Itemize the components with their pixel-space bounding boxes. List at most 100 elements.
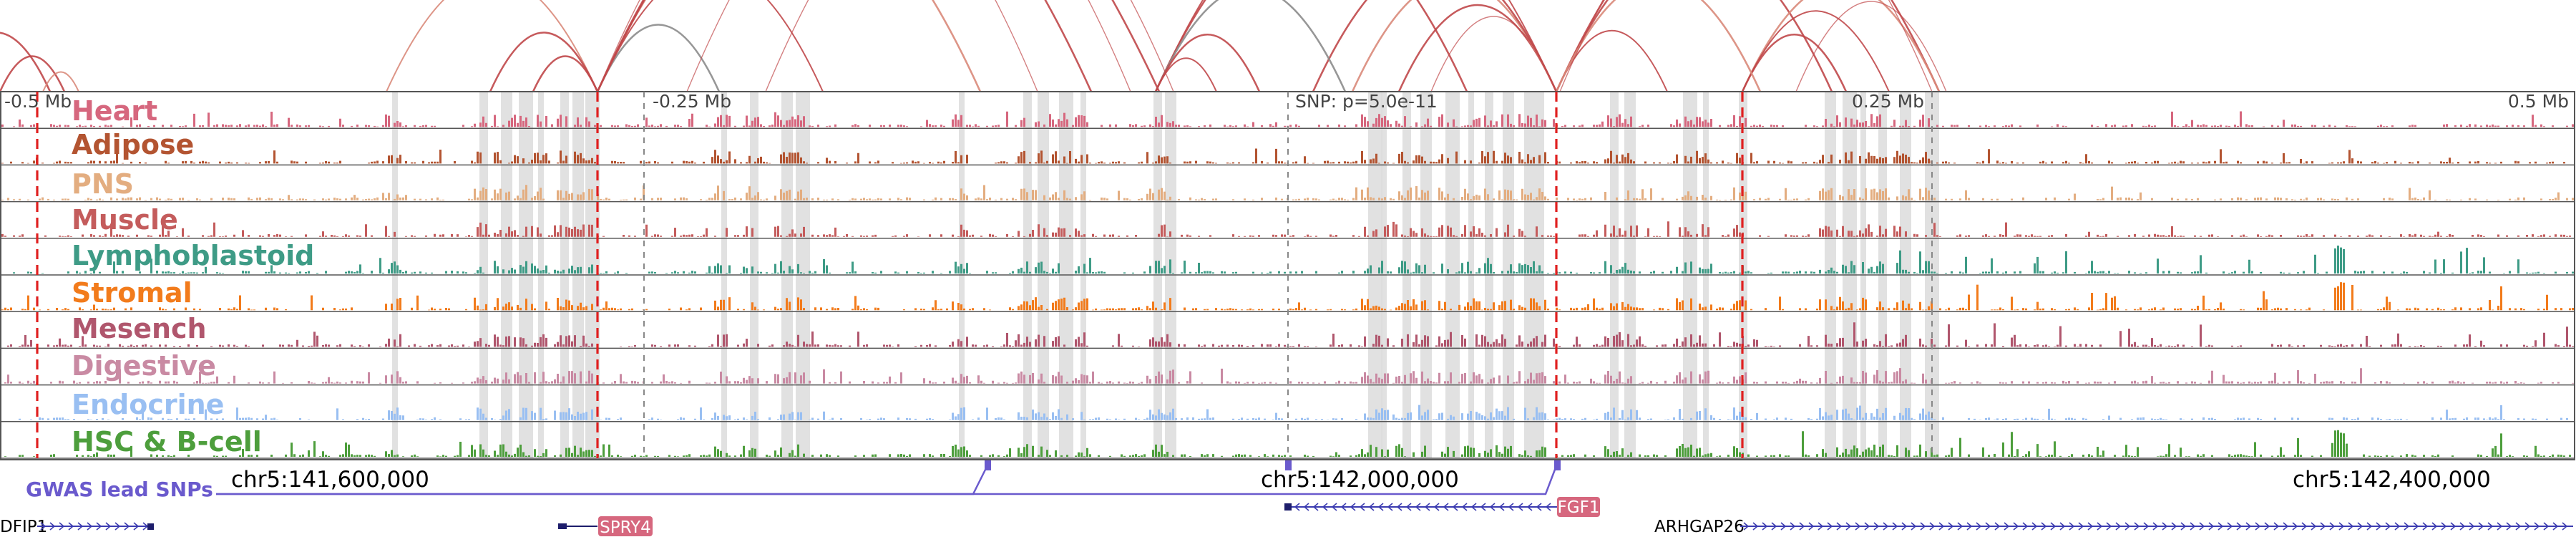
axis-tick-0-5mb: 0.5 Mb (2508, 91, 2569, 112)
strand-arrow (1405, 503, 1412, 511)
strand-arrow (2013, 522, 2019, 531)
track-hsc-b-cell (0, 430, 2575, 459)
strand-arrow (1508, 503, 1514, 511)
strand-arrow (2078, 522, 2084, 531)
strand-arrow (2348, 522, 2354, 531)
strand-arrow (2543, 522, 2550, 531)
strand-arrow (1901, 522, 1908, 531)
loop-arc (1555, 0, 1833, 92)
strand-arrow (1359, 503, 1365, 511)
strand-arrow (1545, 503, 1551, 511)
strand-arrow (2562, 522, 2568, 531)
strand-arrow (1836, 522, 1843, 531)
gene-exon (1284, 503, 1292, 511)
gene-label-fgf1: FGF1 (1558, 498, 1600, 517)
loop-arc (596, 0, 982, 92)
strand-arrow (1424, 503, 1430, 511)
strand-arrow (1517, 503, 1523, 511)
strand-arrow (1948, 522, 1954, 531)
strand-arrow (2245, 522, 2252, 531)
strand-arrow (87, 522, 93, 531)
strand-arrow (59, 522, 65, 531)
track-label-digestive: Digestive (72, 350, 216, 382)
track-label-lymphoblastoid: Lymphoblastoid (72, 240, 314, 271)
strand-arrow (1938, 522, 1945, 531)
track-muscle (0, 221, 2575, 239)
strand-arrow (2534, 522, 2540, 531)
strand-arrow (2283, 522, 2289, 531)
strand-arrow (124, 522, 130, 531)
track-lymphoblastoid (0, 246, 2575, 276)
strand-arrow (2004, 522, 2010, 531)
track-label-endocrine: Endocrine (72, 389, 224, 420)
strand-arrow (1480, 503, 1486, 511)
loop-arc (686, 0, 1131, 92)
loop-arc (596, 24, 721, 92)
strand-arrow (1845, 522, 1852, 531)
axis-tick-minus-0-5mb: -0.5 Mb (4, 91, 72, 112)
strand-arrow (2385, 522, 2391, 531)
strand-arrow (2320, 522, 2326, 531)
loop-arc (1741, 0, 1941, 92)
gene-label-spry4: SPRY4 (600, 518, 651, 537)
strand-arrow (1790, 522, 1796, 531)
snp-marker-lines (36, 92, 1933, 458)
loop-arc (1559, 0, 1933, 92)
strand-arrow (2515, 522, 2522, 531)
strand-arrow (2069, 522, 2075, 531)
strand-arrow (2134, 522, 2140, 531)
gene-exon (147, 523, 154, 530)
axis-tick-minus-0-25mb: -0.25 Mb (653, 91, 731, 112)
track-label-hsc-b-cell: HSC & B-cell (72, 426, 262, 458)
strand-arrow (114, 522, 121, 531)
loop-arc (1741, 34, 1848, 92)
strand-arrow (40, 522, 47, 531)
track-signal (1, 111, 2574, 127)
strand-arrow (1883, 522, 1889, 531)
strand-arrow (1855, 522, 1861, 531)
loop-arc (0, 55, 66, 92)
loop-arc (1154, 0, 1347, 92)
strand-arrow (2394, 522, 2401, 531)
gene-body-dfip1 (37, 522, 154, 531)
strand-arrow (1415, 503, 1421, 511)
strand-arrow (2190, 522, 2196, 531)
strand-arrow (1827, 522, 1833, 531)
track-label-pns: PNS (72, 168, 134, 200)
strand-arrow (1911, 522, 1917, 531)
strand-arrow (133, 522, 140, 531)
strand-arrow (2301, 522, 2308, 531)
coordinate-labels: chr5:141,600,000 chr5:142,000,000 chr5:1… (231, 467, 2491, 493)
strand-arrow (1892, 522, 1898, 531)
strand-arrow (2097, 522, 2103, 531)
gene-label-box-spry4 (598, 516, 653, 536)
strand-arrow (77, 522, 84, 531)
loop-arc (1795, 1, 1947, 92)
loop-arc (1430, 16, 1557, 92)
loop-arc (42, 71, 79, 92)
loop-arc (1555, 0, 1762, 92)
strand-arrow (2022, 522, 2029, 531)
strand-arrow (2050, 522, 2057, 531)
gene-body-fgf1 (1292, 503, 1557, 511)
track-signal (7, 322, 2574, 347)
gwas-snp-marker (1285, 460, 1292, 470)
strand-arrow (1762, 522, 1768, 531)
strand-arrow (1443, 503, 1449, 511)
strand-arrow (1873, 522, 1880, 531)
strand-arrow (2441, 522, 2447, 531)
strand-arrow (2338, 522, 2345, 531)
strand-arrow (1368, 503, 1375, 511)
track-signal (1, 282, 2574, 311)
strand-arrow (2478, 522, 2484, 531)
strand-arrow (2311, 522, 2317, 531)
strand-arrow (2255, 522, 2261, 531)
strand-arrow (2357, 522, 2363, 531)
strand-arrow (2162, 522, 2168, 531)
strand-arrow (2208, 522, 2215, 531)
gene-label-arhgap26: ARHGAP26 (1654, 518, 1745, 536)
strand-arrow (1294, 503, 1300, 511)
strand-arrow (2552, 522, 2559, 531)
loop-arc (489, 32, 599, 92)
